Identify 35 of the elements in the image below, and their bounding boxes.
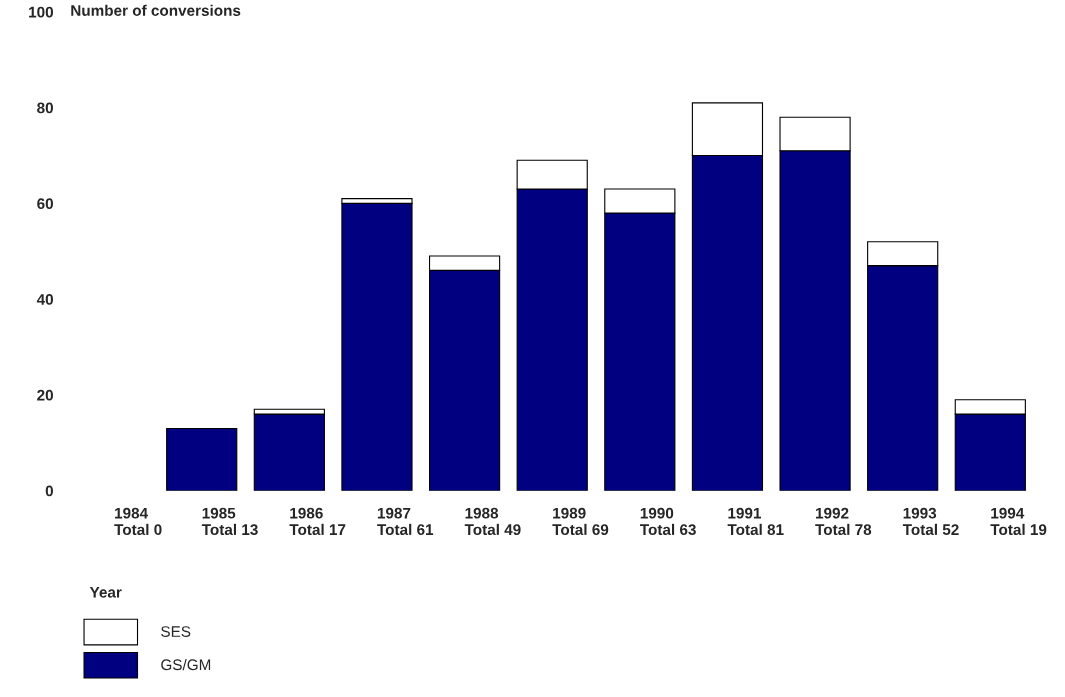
x-tick-label: 1991 xyxy=(728,507,761,519)
x-tick-label: 1993 xyxy=(903,507,937,519)
bar xyxy=(253,413,325,491)
x-tick-label: 1990 xyxy=(640,507,674,519)
legend-label: SES xyxy=(161,626,191,637)
total-label: Total 13 xyxy=(201,523,258,536)
x-tick-label: 1987 xyxy=(377,507,411,519)
total-label: Total 52 xyxy=(902,523,959,536)
total-label: Total 0 xyxy=(114,523,162,536)
y-tick-label: 80 xyxy=(37,102,53,114)
y-tick-label: 20 xyxy=(37,389,53,401)
y-axis-title: Number of conversions xyxy=(71,4,241,16)
y-tick-label: 40 xyxy=(36,294,53,305)
total-label: Total 63 xyxy=(639,523,696,536)
total-label: Total 19 xyxy=(990,523,1047,536)
x-tick-label: 1994 xyxy=(991,507,1025,519)
x-tick-label: 1985 xyxy=(202,507,236,519)
bar xyxy=(166,427,238,491)
legend-label: GS/GM xyxy=(161,658,211,671)
x-tick-label: 1992 xyxy=(816,507,849,519)
total-label: Total 69 xyxy=(552,523,609,536)
x-tick-label: 1986 xyxy=(290,507,323,519)
y-tick-label: 0 xyxy=(45,485,53,497)
y-tick-label: 60 xyxy=(37,198,53,210)
total-label: Total 78 xyxy=(815,523,872,536)
x-tick-label: 1989 xyxy=(553,507,586,519)
bar xyxy=(341,202,413,491)
x-tick-label: 1988 xyxy=(465,507,499,519)
total-label: Total 17 xyxy=(289,523,346,536)
x-axis-title: Year xyxy=(89,587,122,598)
x-tick-label: 1984 xyxy=(115,507,149,519)
total-label: Total 61 xyxy=(377,523,434,536)
total-label: Total 49 xyxy=(464,523,521,536)
y-tick-label: 100 xyxy=(29,6,53,18)
total-label: Total 81 xyxy=(727,523,784,536)
